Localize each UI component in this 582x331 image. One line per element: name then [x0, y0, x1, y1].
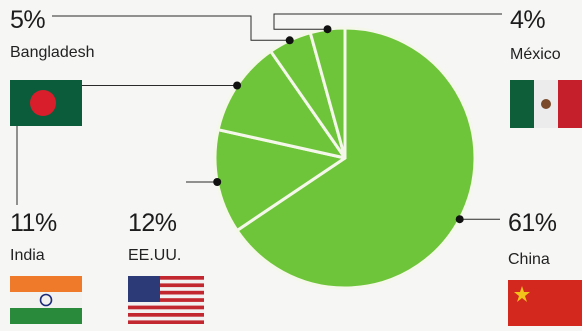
leader-dot-mexico — [323, 25, 332, 34]
india-country-label: India — [10, 247, 45, 264]
bangladesh-flag-icon — [10, 80, 82, 126]
leader-dot-bangladesh — [285, 36, 294, 45]
china-country-label: China — [508, 251, 550, 268]
leader-line-bangladesh — [52, 15, 290, 41]
leader-dot-india — [233, 81, 242, 90]
usa-country-label: EE.UU. — [128, 247, 182, 264]
pie-slices — [213, 26, 477, 290]
bangladesh-country-label: Bangladesh — [10, 44, 95, 61]
mexico-flag-icon — [510, 80, 582, 128]
leader-line-mexico — [273, 13, 502, 30]
india-flag-icon — [10, 276, 82, 324]
mexico-country-label: México — [510, 46, 561, 63]
leader-dot-usa — [213, 178, 222, 186]
mexico-percent-label: 4% — [510, 6, 546, 34]
bangladesh-percent-label: 5% — [10, 6, 46, 34]
china-percent-label: 61% — [508, 209, 557, 237]
india-percent-label: 11% — [10, 209, 57, 237]
china-flag-icon — [508, 280, 582, 326]
leader-lines — [16, 13, 502, 224]
usa-percent-label: 12% — [128, 209, 177, 237]
usa-flag-icon — [128, 276, 204, 324]
leader-dot-china — [455, 215, 464, 224]
